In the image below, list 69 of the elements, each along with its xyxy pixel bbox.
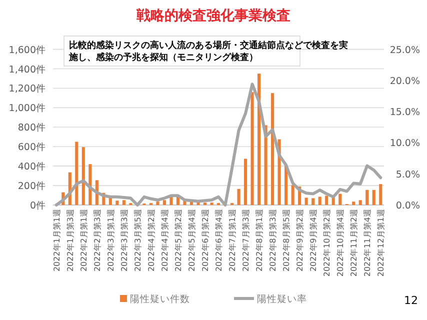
x-tick-label: 2022年3月第5週 (133, 209, 142, 272)
y-tick-label: 400件 (18, 162, 46, 173)
bar (325, 196, 328, 205)
bar (244, 158, 248, 205)
x-tick-label: 2022年7月第3週 (242, 209, 251, 272)
bar (366, 190, 369, 205)
bar (82, 147, 85, 205)
y2-tick-label: 15.0% (390, 107, 420, 118)
note: 比較的感染リスクの高い人流のある場所・交通結節点などで検査を実施し、感染の予兆を探知（モニタリング検査） (64, 36, 348, 66)
y2-tick-label: 5.0% (396, 169, 420, 180)
x-tick-label: 2022年5月第2週 (174, 209, 183, 272)
x-tick-label: 2022年6月第4週 (214, 209, 224, 272)
text: 12 (404, 294, 418, 307)
bar (237, 188, 240, 205)
x-tick-label: 2022年8月第1週 (255, 209, 264, 272)
legend-label: 陽性疑い率 (257, 293, 307, 305)
x-tick-label: 2022年3月第3週 (120, 209, 129, 272)
y-tick-label: 1,600件 (8, 44, 46, 56)
x-tick-label: 2022年1月第1週 (52, 209, 62, 272)
bar (156, 202, 160, 205)
bar (162, 200, 166, 205)
y-tick-label: 200件 (18, 181, 46, 192)
y2-tick-label: 25.0% (390, 44, 420, 56)
bar (291, 185, 294, 205)
legend-label: 陽性疑い件数 (130, 293, 190, 305)
bar (170, 196, 173, 205)
bar (271, 93, 274, 205)
x-tick-label: 2022年10月第2週 (322, 209, 332, 277)
x-tick-label: 2022年5月第4週 (187, 209, 196, 272)
bar (258, 74, 261, 205)
y-tick-label: 0件 (30, 200, 46, 212)
bar (122, 200, 126, 205)
y-tick-label: 1,200件 (8, 84, 46, 95)
x-tick-label: 2022年11月第2週 (350, 209, 359, 277)
x-tick-label: 2022年9月第2週 (296, 209, 305, 272)
bar (318, 196, 322, 205)
y-tick-label: 600件 (18, 142, 46, 154)
bar (312, 198, 315, 205)
bar (338, 194, 342, 205)
x-tick-label: 2022年7月第1週 (228, 209, 238, 272)
x-tick-label: 2022年3月第1週 (106, 209, 116, 272)
x-tick-label: 2022年6月第2週 (200, 209, 210, 272)
x-tick-label: 2022年2月第3週 (92, 209, 102, 272)
annotation: 比較的感染リスクの高い人流のある場所・交通結節点などで検査を実施し、感染の予兆を探知（モニタリング検査） (68, 40, 348, 63)
x-tick-label: 2022年8月第3週 (268, 209, 278, 272)
x-tick-label: 2022年4月第2週 (146, 209, 156, 272)
x-tick-label: 2022年8月第5週 (282, 209, 292, 272)
x-tick-label: 2022年11月第4週 (363, 209, 372, 277)
y2-tick-label: 20.0% (390, 76, 420, 87)
y-tick-label: 1,400件 (8, 64, 46, 76)
y2-tick-label: 0.0% (396, 200, 420, 212)
x-tick-label: 2022年1月第3週 (66, 209, 75, 272)
y2-tick-label: 10.0% (390, 138, 420, 150)
x-tick-label: 2022年12月第1週 (376, 209, 386, 277)
bar (372, 190, 376, 205)
bar (304, 198, 308, 205)
bar (75, 142, 78, 205)
x-tick-label: 2022年2月第1週 (79, 209, 88, 272)
chart-title: 戦略的検査強化事業検査 (136, 8, 290, 24)
bar (250, 92, 254, 205)
x-tick-label: 2022年4月第4週 (160, 209, 170, 272)
bar (379, 184, 382, 205)
x-tick-label: 2022年10月第4週 (336, 209, 346, 277)
bar (116, 200, 119, 205)
bar (358, 200, 362, 205)
y-tick-label: 800件 (18, 122, 46, 134)
x-tick-label: 2022年9月第4週 (309, 209, 318, 272)
bar (352, 202, 356, 205)
y-tick-label: 1,000件 (8, 103, 46, 114)
